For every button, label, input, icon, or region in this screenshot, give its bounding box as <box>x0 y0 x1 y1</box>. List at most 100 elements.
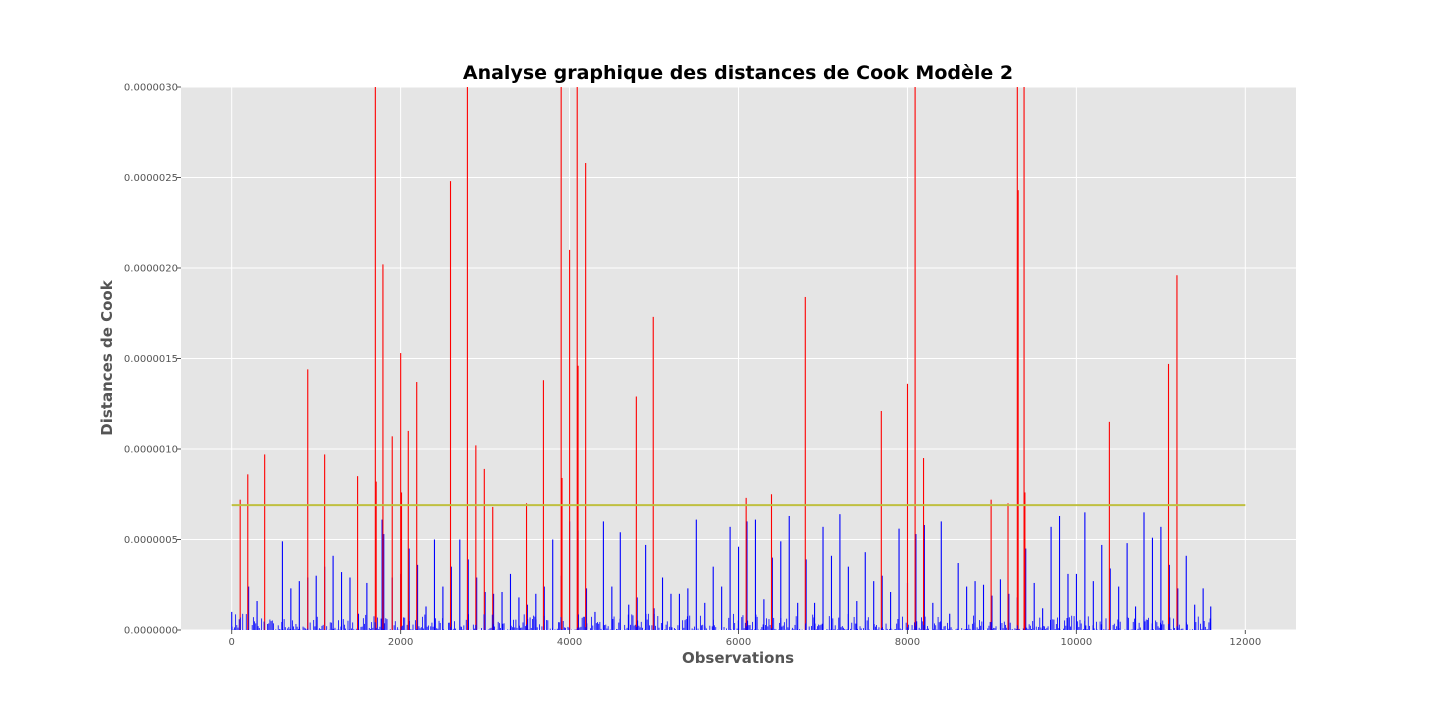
small-bar <box>236 625 238 630</box>
small-bar <box>636 626 637 630</box>
x-tick-label: 8000 <box>895 637 920 648</box>
small-bar <box>993 627 995 630</box>
bar <box>974 581 976 630</box>
bar <box>340 572 343 630</box>
small-bar <box>449 622 451 630</box>
small-bar <box>273 623 274 630</box>
small-bar <box>1124 629 1126 630</box>
small-bar <box>1035 626 1037 630</box>
small-bar <box>393 625 395 630</box>
small-bar <box>833 629 835 630</box>
small-bar <box>780 618 782 630</box>
bar <box>561 477 563 630</box>
small-bar <box>1044 626 1045 630</box>
small-bar <box>866 620 868 630</box>
small-bar <box>334 627 336 630</box>
small-bar <box>828 616 830 630</box>
small-bar <box>384 623 386 630</box>
bar <box>771 557 773 630</box>
small-bar <box>1083 629 1084 630</box>
small-bar <box>923 624 925 630</box>
small-bar <box>642 627 643 630</box>
small-bar <box>737 620 739 630</box>
small-bar <box>820 624 822 630</box>
small-bar <box>1005 624 1006 630</box>
small-bar <box>498 623 500 630</box>
small-bar <box>788 628 790 630</box>
small-bar <box>928 628 930 630</box>
small-bar <box>1143 616 1145 630</box>
bar <box>248 586 250 630</box>
small-bar <box>927 626 928 630</box>
small-bar <box>576 627 578 630</box>
small-bar <box>436 628 438 630</box>
small-bar <box>890 627 892 630</box>
bar <box>475 445 477 630</box>
bar <box>391 436 393 630</box>
small-bar <box>733 613 734 630</box>
bar <box>856 601 858 630</box>
bar <box>1118 586 1120 630</box>
bar <box>281 541 283 630</box>
small-bar <box>379 626 381 630</box>
small-bar <box>287 628 289 630</box>
small-bar <box>766 618 768 630</box>
small-bar <box>841 626 843 630</box>
small-bar <box>989 621 991 630</box>
y-tick-label: 0.0000030 <box>124 83 178 94</box>
bar <box>483 468 485 630</box>
small-bar <box>1200 623 1202 630</box>
small-bar <box>380 618 382 630</box>
bar <box>1177 588 1179 630</box>
small-bar <box>649 625 650 630</box>
small-bar <box>981 621 983 630</box>
small-bar <box>730 629 732 630</box>
small-bar <box>432 626 434 630</box>
small-bar <box>1207 629 1209 630</box>
small-bar <box>332 628 334 630</box>
bar <box>763 599 765 630</box>
small-bar <box>1047 626 1049 630</box>
small-bar <box>1050 619 1051 630</box>
small-bar <box>1100 624 1102 630</box>
small-bar <box>1064 620 1066 630</box>
small-bar <box>634 624 636 630</box>
bar <box>1008 593 1010 630</box>
small-bar <box>1135 625 1136 630</box>
bar <box>940 521 942 630</box>
y-axis-label: Distances de Cook <box>98 279 116 435</box>
small-bar <box>1041 629 1043 630</box>
small-bar <box>1116 626 1118 630</box>
bar <box>381 519 383 630</box>
small-bar <box>291 620 293 630</box>
small-bar <box>647 613 649 630</box>
small-bar <box>254 621 255 630</box>
bar <box>493 593 495 630</box>
small-bar <box>1019 628 1021 630</box>
small-bar <box>1103 629 1105 630</box>
small-bar <box>691 628 693 630</box>
bar <box>914 87 916 630</box>
small-bar <box>468 614 469 630</box>
small-bar <box>547 620 549 630</box>
small-bar <box>655 625 656 630</box>
small-bar <box>546 620 548 630</box>
small-bar <box>278 629 280 630</box>
small-bar <box>617 629 619 630</box>
small-bar <box>1053 619 1055 630</box>
small-bar <box>889 629 890 630</box>
small-bar <box>1169 617 1171 630</box>
bar <box>552 539 554 630</box>
bar <box>712 566 714 630</box>
small-bar <box>284 627 286 630</box>
small-bar <box>1042 625 1044 630</box>
small-bar <box>844 629 846 630</box>
small-bar <box>423 628 425 630</box>
small-bar <box>497 621 499 630</box>
small-bar <box>1073 616 1075 630</box>
small-bar <box>1161 624 1162 630</box>
small-bar <box>568 627 570 630</box>
small-bar <box>877 629 879 630</box>
small-bar <box>658 627 660 630</box>
small-bar <box>956 628 958 630</box>
